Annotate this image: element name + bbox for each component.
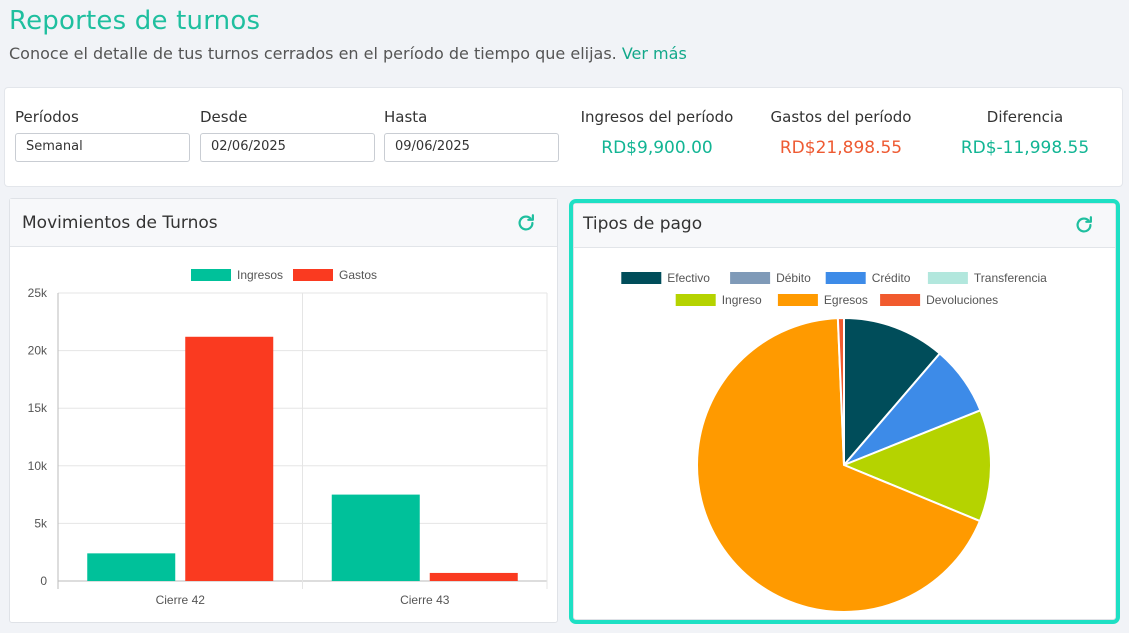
legend-label-ingreso: Ingreso	[722, 293, 762, 307]
page-title: Reportes de turnos	[9, 6, 261, 36]
movements-bar-chart: Ingresos Gastos 0 5k 10k 15k 20k 25k Cierre 42 Ci…	[28, 268, 548, 607]
y-tick-label: 25k	[28, 286, 48, 300]
to-label: Hasta	[384, 108, 428, 126]
x-tick-label: Cierre 42	[156, 593, 206, 607]
periods-field: Períodos Semanal	[15, 108, 190, 162]
expense-stat: Gastos del período RD$21,898.55	[761, 108, 921, 158]
periods-select[interactable]: Semanal	[15, 133, 190, 162]
bar-gastos-cierre-43	[429, 572, 518, 581]
page-subtitle: Conoce el detalle de tus turnos cerrados…	[9, 44, 687, 63]
from-label: Desde	[200, 108, 248, 126]
payment-types-card: Tipos de pago Efectivo Débito Crédito Trans…	[569, 199, 1120, 624]
bar-ingresos-cierre-42	[87, 553, 176, 581]
bar-gastos-cierre-42	[185, 336, 274, 581]
expense-value: RD$21,898.55	[779, 138, 903, 158]
legend-swatch-débito	[730, 272, 771, 284]
difference-value: RD$-11,998.55	[960, 138, 1090, 158]
legend-swatch-transferencia	[927, 272, 968, 284]
legend-swatch-ingresos	[191, 269, 231, 281]
to-field: Hasta 09/06/2025	[384, 108, 559, 162]
page-subtitle-text: Conoce el detalle de tus turnos cerrados…	[9, 44, 617, 63]
pie-slice-egresos	[696, 317, 982, 613]
legend-label-transferencia: Transferencia	[974, 271, 1047, 285]
income-stat: Ingresos del período RD$9,900.00	[573, 108, 741, 158]
legend-swatch-ingreso	[675, 294, 716, 306]
legend-swatch-crédito	[825, 272, 866, 284]
movements-card-title: Movimientos de Turnos	[22, 213, 218, 233]
difference-label: Diferencia	[986, 108, 1064, 126]
legend-label-débito: Débito	[776, 271, 811, 285]
movements-card-header: Movimientos de Turnos	[10, 199, 557, 247]
pie-slice-devoluciones	[836, 316, 845, 466]
from-field: Desde 02/06/2025	[200, 108, 375, 162]
legend-swatch-gastos	[293, 269, 333, 281]
legend-label-gastos: Gastos	[339, 268, 377, 282]
income-value: RD$9,900.00	[601, 138, 713, 158]
pie-slice-efectivo	[843, 316, 942, 468]
bar-ingresos-cierre-43	[331, 494, 420, 581]
y-tick-label: 0	[40, 574, 47, 588]
from-date-input[interactable]: 02/06/2025	[200, 133, 375, 162]
periods-label: Períodos	[15, 108, 79, 126]
income-label: Ingresos del período	[580, 108, 734, 126]
payment-types-card-title: Tipos de pago	[583, 214, 703, 234]
payment-types-card-header: Tipos de pago	[574, 204, 1115, 248]
see-more-link[interactable]: Ver más	[621, 44, 687, 63]
legend-swatch-efectivo	[621, 272, 662, 284]
movements-card: Movimientos de Turnos Ingresos Gastos 0 5k 1…	[9, 198, 558, 623]
payment-types-pie-chart: Efectivo Débito Crédito Transferencia Ingres…	[621, 271, 1047, 613]
legend-swatch-egresos	[777, 294, 818, 306]
legend-label-ingresos: Ingresos	[237, 268, 283, 282]
y-tick-label: 20k	[28, 344, 48, 358]
refresh-icon[interactable]	[1073, 214, 1095, 236]
legend-swatch-devoluciones	[880, 294, 921, 306]
pie-slice-ingreso	[841, 409, 992, 523]
legend-label-crédito: Crédito	[872, 271, 911, 285]
to-date-input[interactable]: 09/06/2025	[384, 133, 559, 162]
legend-label-egresos: Egresos	[824, 293, 868, 307]
x-tick-label: Cierre 43	[400, 593, 450, 607]
legend-label-devoluciones: Devoluciones	[926, 293, 998, 307]
y-tick-label: 15k	[28, 401, 48, 415]
filters-panel: Períodos Semanal Desde 02/06/2025 Hasta …	[4, 87, 1123, 187]
expense-label: Gastos del período	[770, 108, 912, 126]
y-tick-label: 5k	[34, 516, 48, 530]
legend-label-efectivo: Efectivo	[667, 271, 710, 285]
y-tick-label: 10k	[28, 459, 48, 473]
difference-stat: Diferencia RD$-11,998.55	[955, 108, 1095, 158]
refresh-icon[interactable]	[515, 212, 537, 234]
